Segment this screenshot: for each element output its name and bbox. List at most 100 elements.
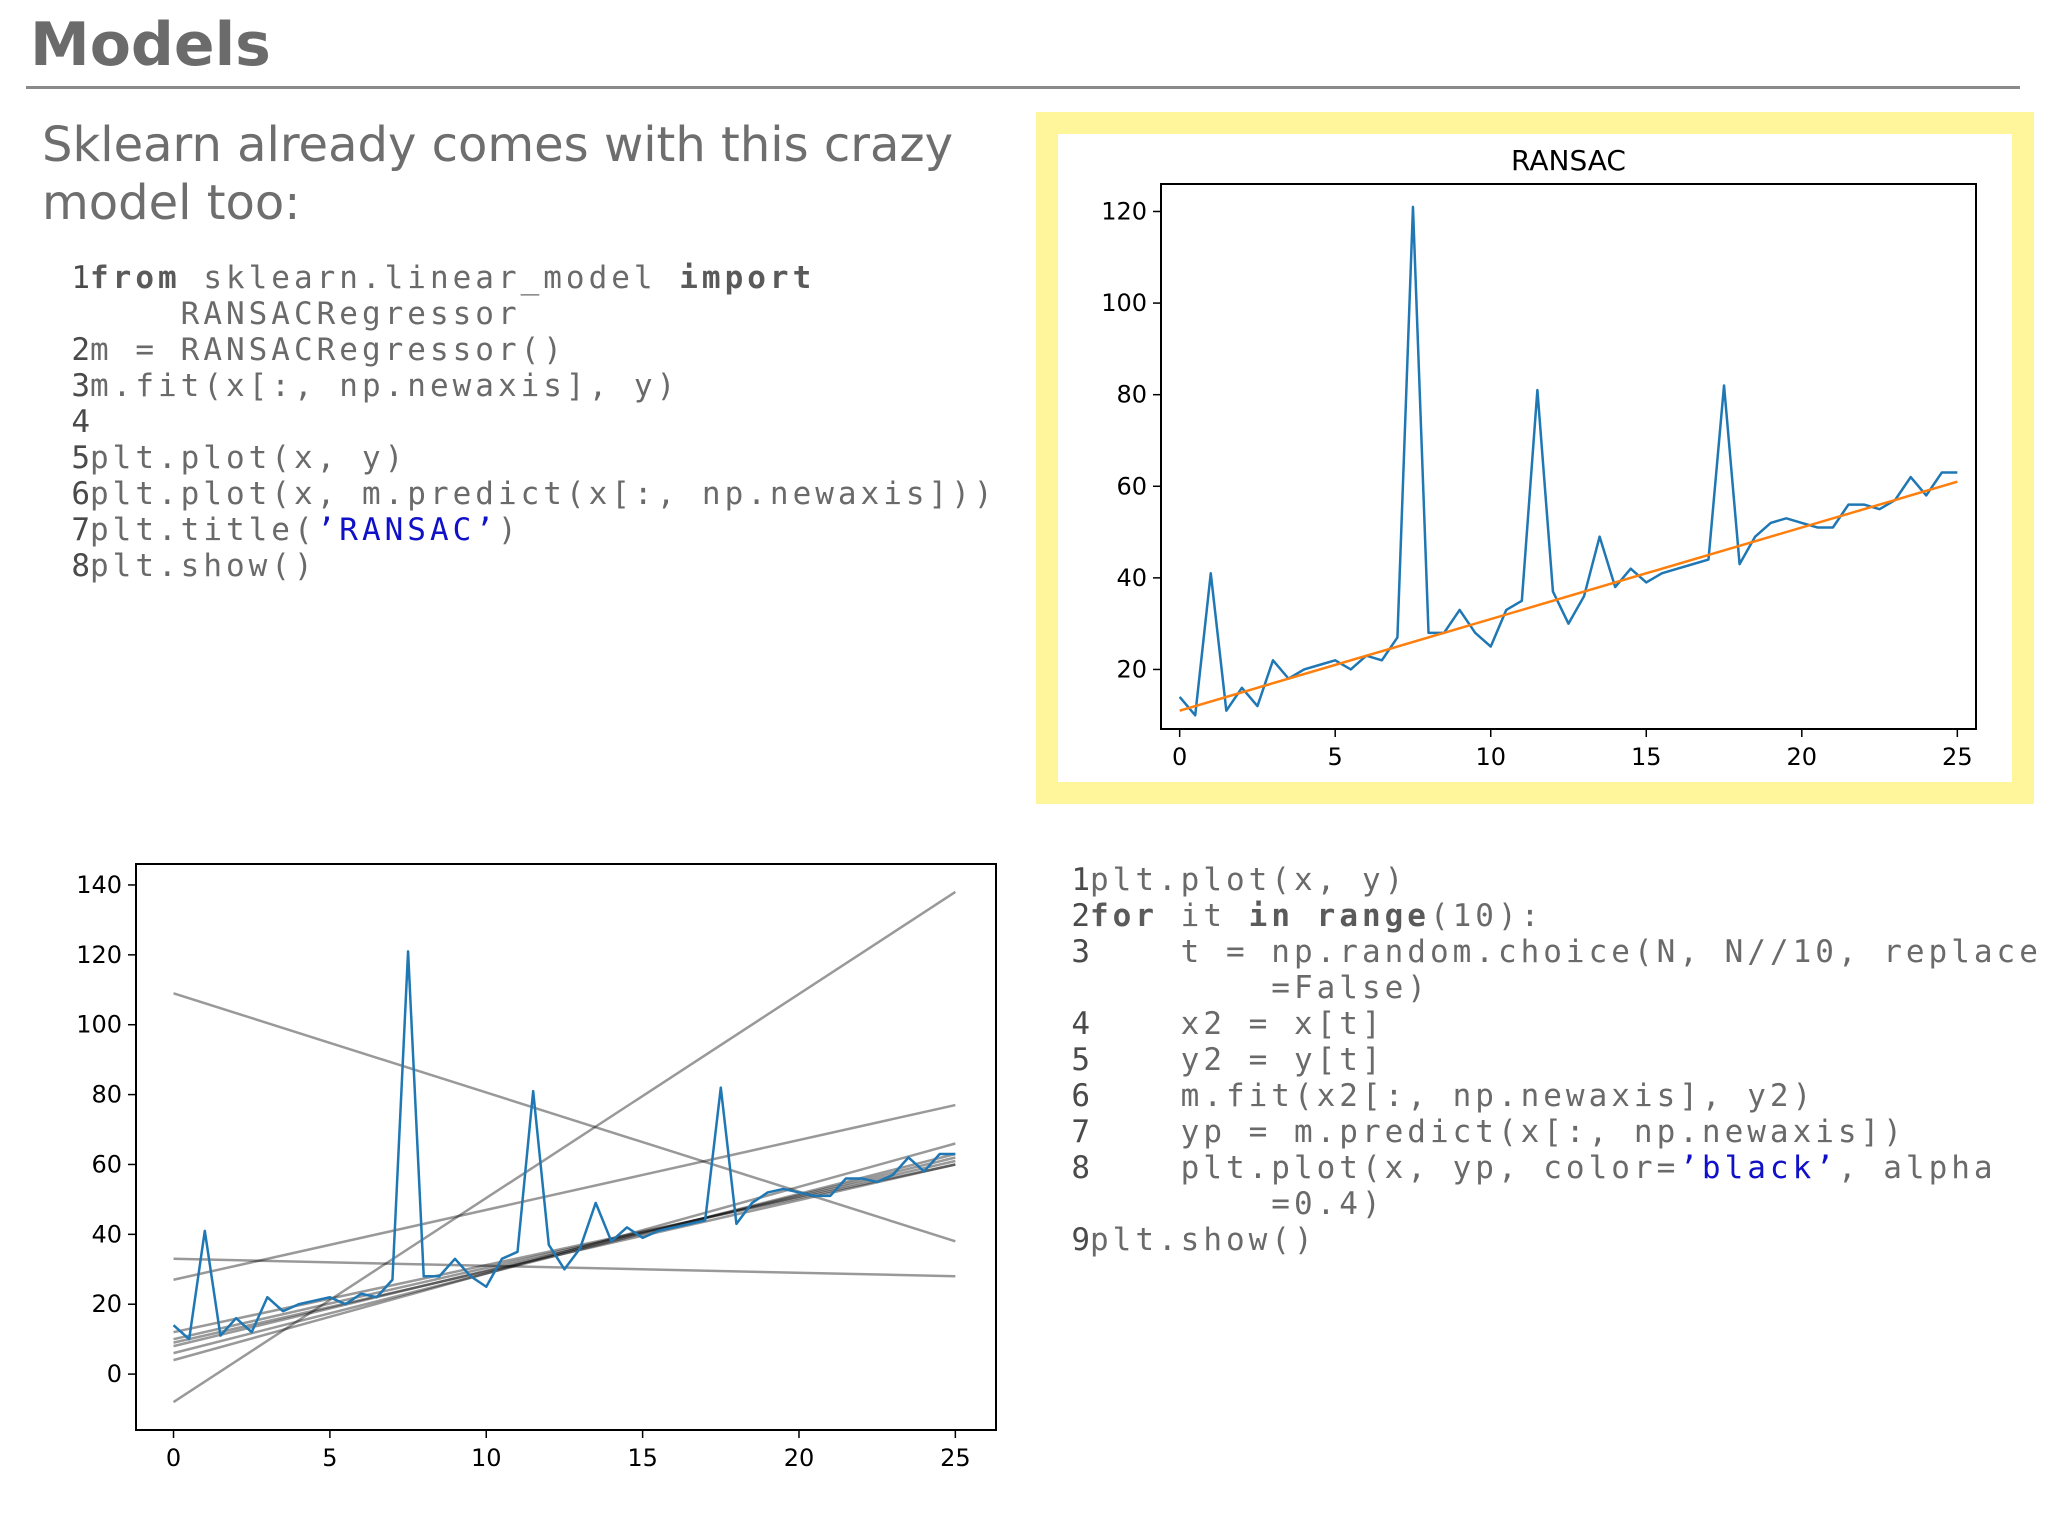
y-tick-label: 60 (91, 1150, 122, 1178)
fit-line (173, 992, 956, 1243)
y-tick-label: 80 (91, 1081, 122, 1109)
code-text: sklearn.linear_model (180, 260, 680, 296)
line-number: 7 (71, 512, 90, 548)
code-text: plt.plot(x, y) (1090, 862, 1408, 898)
code-text: m = RANSACRegressor() (90, 332, 566, 368)
code-text: =0.4) (1090, 1186, 1385, 1222)
x-tick-label: 20 (784, 1444, 815, 1472)
line-number: 1 (1071, 862, 1090, 898)
x-tick-label: 0 (1172, 743, 1187, 771)
ransac-chart: RANSAC 0 5 10 15 20 25 20 40 60 80 100 120 (1101, 144, 1977, 771)
line-number: 6 (71, 476, 90, 512)
x-tick-label: 15 (627, 1444, 658, 1472)
code-text: t = np.random.choice(N, N//10, replace (1090, 934, 2042, 970)
data-series-line (1178, 205, 1958, 717)
plot-frame (135, 863, 997, 1431)
line-number: 9 (1071, 1222, 1090, 1258)
y-tick-label: 120 (1101, 197, 1147, 225)
code-keyword: import (679, 260, 816, 296)
code-line: 7 yp = m.predict(x[:, np.newaxis]) (1062, 1114, 2042, 1150)
code-text: it (1158, 898, 1249, 934)
line-number: 7 (1071, 1114, 1090, 1150)
code-line: 8plt.show() (62, 548, 997, 584)
code-line: 4 x2 = x[t] (1062, 1006, 2042, 1042)
code-text: y2 = y[t] (1090, 1042, 1385, 1078)
fit-line (173, 1163, 956, 1344)
fit-line (173, 1103, 956, 1281)
title-divider (26, 86, 2020, 89)
code-keyword: for (1090, 898, 1158, 934)
code-text: plt.title( (90, 512, 317, 548)
code-text: m.fit(x[:, np.newaxis], y) (90, 368, 680, 404)
code-line: 6plt.plot(x, m.predict(x[:, np.newaxis])… (62, 476, 997, 512)
code-text: plt.plot(x, m.predict(x[:, np.newaxis])) (90, 476, 997, 512)
code-text (1294, 898, 1317, 934)
code-string: ’RANSAC’ (316, 512, 498, 548)
y-tick-label: 60 (1116, 472, 1147, 500)
code-text: plt.show() (90, 548, 317, 584)
line-number: 1 (71, 260, 90, 296)
chart-title: RANSAC (1511, 144, 1626, 177)
x-tick-label: 20 (1787, 743, 1818, 771)
fit-line (173, 1142, 956, 1362)
code-text: RANSACRegressor (90, 296, 521, 332)
code-line: 6 m.fit(x2[:, np.newaxis], y2) (1062, 1078, 2042, 1114)
y-tick-label: 20 (91, 1290, 122, 1318)
plot-frame (1160, 183, 1977, 730)
x-tick-label: 25 (1942, 743, 1973, 771)
x-tick-label: 10 (471, 1444, 502, 1472)
x-tick-label: 5 (1328, 743, 1343, 771)
intro-text: Sklearn already comes with this crazy mo… (42, 117, 954, 231)
line-number: 3 (71, 368, 90, 404)
line-number: 8 (71, 548, 90, 584)
y-tick-label: 0 (107, 1360, 122, 1388)
code-text: plt.plot(x, yp, color= (1090, 1150, 1680, 1186)
code-text: yp = m.predict(x[:, np.newaxis]) (1090, 1114, 1906, 1150)
y-tick-label: 40 (1116, 564, 1147, 592)
line-number: 2 (1071, 898, 1090, 934)
code-line: 1plt.plot(x, y) (1062, 862, 2042, 898)
code-line: RANSACRegressor (62, 296, 997, 332)
code-text: ) (497, 512, 521, 548)
fit-line (173, 1152, 956, 1355)
ransac-figure-highlight (1036, 112, 2034, 804)
code-keyword: in (1248, 898, 1294, 934)
code-keyword: from (90, 260, 181, 296)
y-tick-label: 100 (76, 1011, 122, 1039)
line-number: 4 (1071, 1006, 1090, 1042)
x-tick-label: 0 (166, 1444, 181, 1472)
line-number: 8 (1071, 1150, 1090, 1186)
y-tick-label: 20 (1116, 655, 1147, 683)
code-text: plt.plot(x, y) (90, 440, 408, 476)
line-number: 2 (71, 332, 90, 368)
ransac-fit-line (1179, 480, 1958, 712)
code-text: , alpha (1837, 1150, 1997, 1186)
code-block-random-fits: 1plt.plot(x, y) 2for it in range(10): 3 t … (1062, 862, 2042, 1258)
x-tick-label: 15 (1631, 743, 1662, 771)
y-tick-label: 80 (1116, 381, 1147, 409)
y-tick-label: 40 (91, 1220, 122, 1248)
code-line: 8 plt.plot(x, yp, color=’black’, alpha (1062, 1150, 2042, 1186)
x-tick-label: 5 (322, 1444, 337, 1472)
code-line: 3m.fit(x[:, np.newaxis], y) (62, 368, 997, 404)
random-fits-chart: 0 5 10 15 20 25 0 20 40 60 80 100 120 140 (76, 863, 997, 1472)
line-number: 6 (1071, 1078, 1090, 1114)
y-tick-label: 120 (76, 941, 122, 969)
line-number: 4 (71, 404, 90, 440)
data-series-line (172, 950, 956, 1341)
code-line: 2for it in range(10): (1062, 898, 2042, 934)
y-tick-label: 140 (76, 871, 122, 899)
line-number: 5 (1071, 1042, 1090, 1078)
x-tick-label: 25 (940, 1444, 971, 1472)
code-line: 7plt.title(’RANSAC’) (62, 512, 997, 548)
code-line: 3 t = np.random.choice(N, N//10, replace (1062, 934, 2042, 970)
code-line: 9plt.show() (1062, 1222, 2042, 1258)
line-number: 5 (71, 440, 90, 476)
x-tick-label: 10 (1475, 743, 1506, 771)
code-text: plt.show() (1090, 1222, 1317, 1258)
line-number: 3 (1071, 934, 1090, 970)
code-line: 4 (62, 404, 997, 440)
slide-title: Models (30, 10, 271, 80)
fit-line (172, 890, 957, 1404)
code-string: ’black’ (1679, 1150, 1838, 1186)
